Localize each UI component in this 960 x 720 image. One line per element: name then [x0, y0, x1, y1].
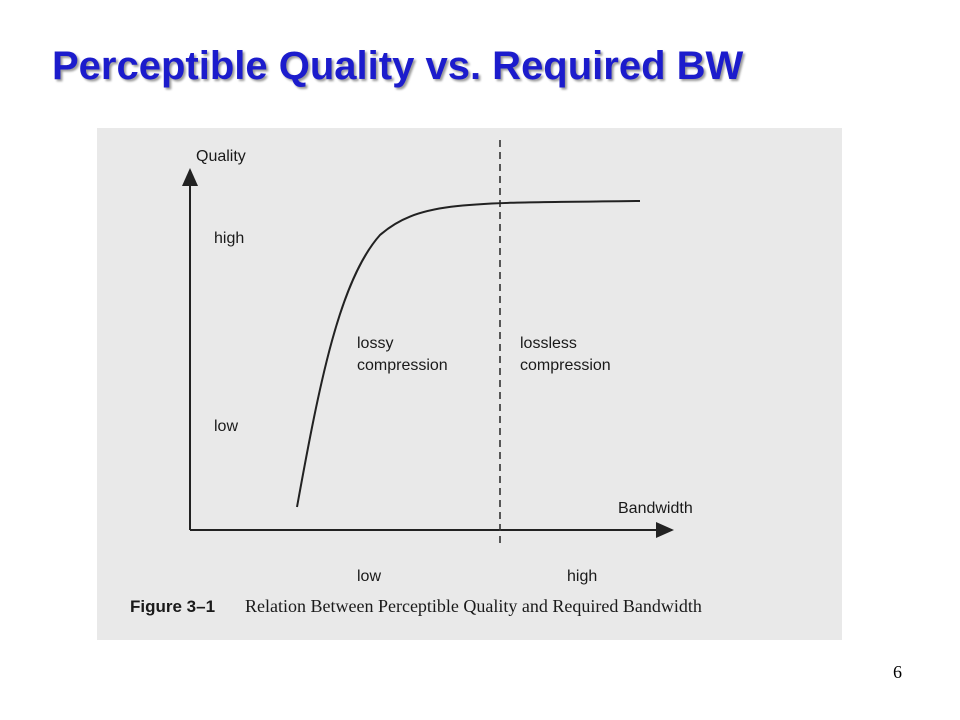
region-label: compression: [357, 357, 448, 374]
x-axis-label: Bandwidth: [618, 500, 693, 517]
y-low-label: low: [214, 418, 238, 435]
figure-background: [97, 128, 842, 640]
caption-label: Figure 3–1: [130, 597, 215, 616]
x-low-label: low: [357, 568, 381, 585]
region-label: lossy: [357, 335, 393, 352]
caption-text: Relation Between Perceptible Quality and…: [245, 596, 702, 616]
x-high-label: high: [567, 568, 597, 585]
page-number: 6: [893, 662, 902, 682]
quality-curve: [296, 200, 641, 508]
region-label: lossless: [520, 335, 577, 352]
slide-title: Perceptible Quality vs. Required BW: [52, 44, 744, 88]
y-axis-label: Quality: [196, 148, 246, 165]
y-high-label: high: [214, 230, 244, 247]
region-label: compression: [520, 357, 611, 374]
